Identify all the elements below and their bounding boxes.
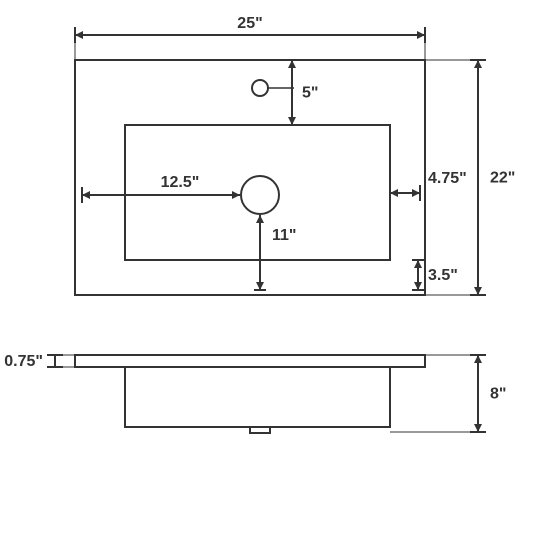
side-top-rect <box>75 355 425 367</box>
drain-hole <box>241 176 279 214</box>
top-inner-rect <box>125 125 390 260</box>
dim-label-3-5: 3.5" <box>428 267 458 284</box>
dim-label-22: 22" <box>490 170 515 187</box>
dim-label-12-5: 12.5" <box>161 174 200 191</box>
side-basin-rect <box>125 367 390 427</box>
faucet-hole <box>252 80 268 96</box>
dim-label-11: 11" <box>272 227 297 244</box>
sink-dimension-diagram: 25" 22" 5" 12.5" 4.75" 11" 3.5" 0.75" 8" <box>0 0 550 550</box>
dim-label-4-75: 4.75" <box>428 170 467 187</box>
dim-label-8: 8" <box>490 386 506 403</box>
dim-label-0-75: 0.75" <box>4 353 43 370</box>
side-drain-notch <box>250 427 270 433</box>
dim-label-25: 25" <box>237 15 262 32</box>
dim-label-5: 5" <box>302 85 318 102</box>
